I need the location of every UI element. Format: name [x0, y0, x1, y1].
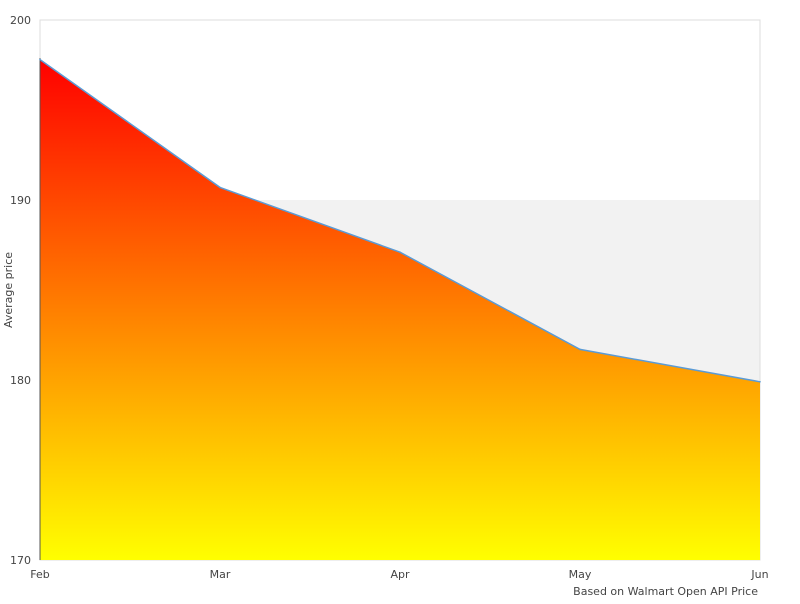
y-tick-label: 190: [10, 194, 31, 207]
data-point-may: [579, 348, 581, 351]
x-tick-label: Jun: [750, 568, 768, 581]
data-point-mar: [219, 186, 221, 189]
y-tick-label: 180: [10, 374, 31, 387]
chart-caption: Based on Walmart Open API Price: [573, 585, 758, 598]
x-tick-label: May: [569, 568, 592, 581]
data-point-feb: [39, 58, 41, 61]
y-axis-label: Average price: [2, 252, 15, 328]
data-point-jun: [759, 381, 761, 383]
data-point-apr: [399, 251, 401, 253]
x-tick-label: Apr: [390, 568, 410, 581]
x-tick-label: Mar: [210, 568, 231, 581]
area-fill: [40, 59, 760, 560]
x-tick-label: Feb: [30, 568, 49, 581]
y-tick-label: 200: [10, 14, 31, 27]
y-tick-label: 170: [10, 554, 31, 567]
